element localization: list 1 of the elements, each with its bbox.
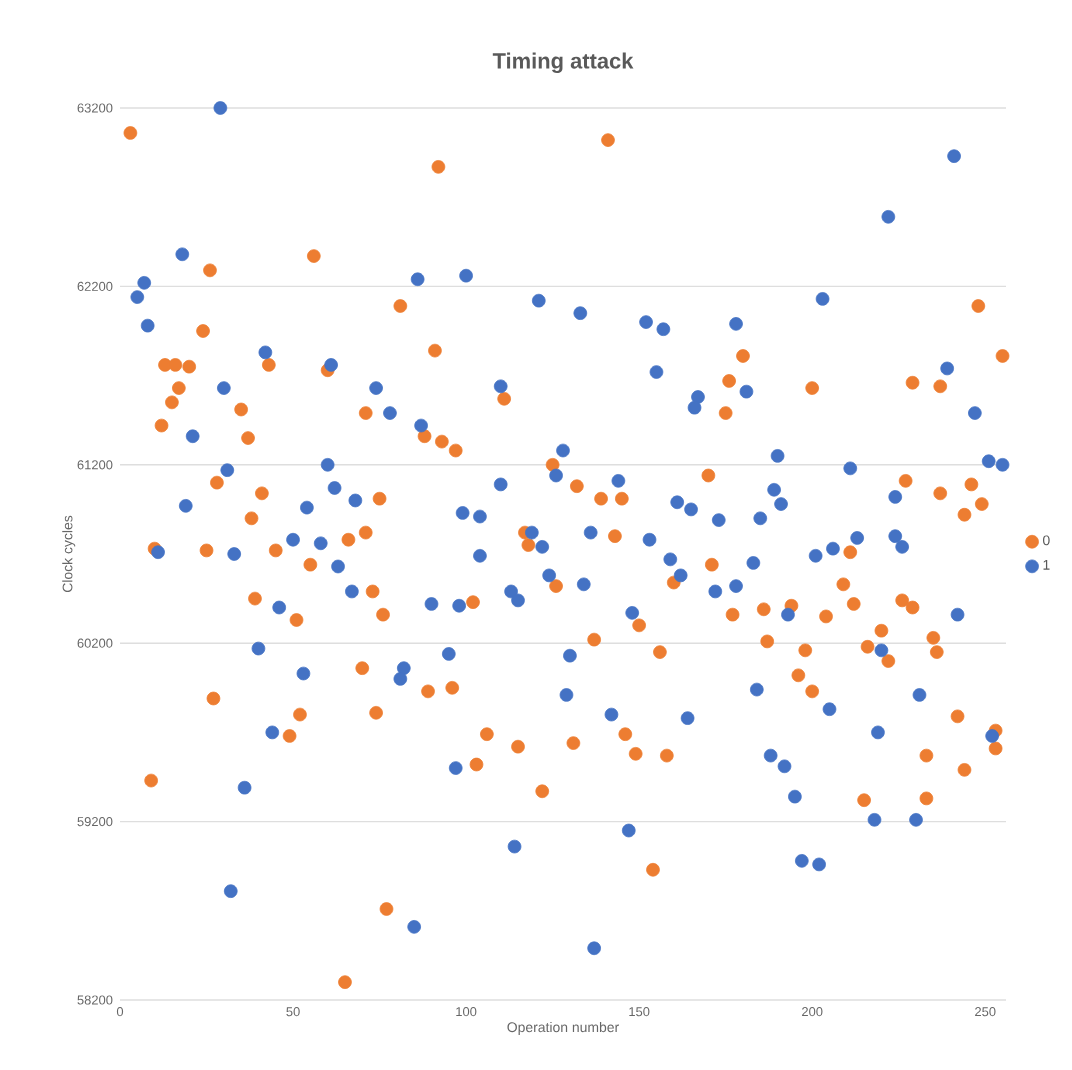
chart-title: Timing attack: [492, 52, 634, 74]
